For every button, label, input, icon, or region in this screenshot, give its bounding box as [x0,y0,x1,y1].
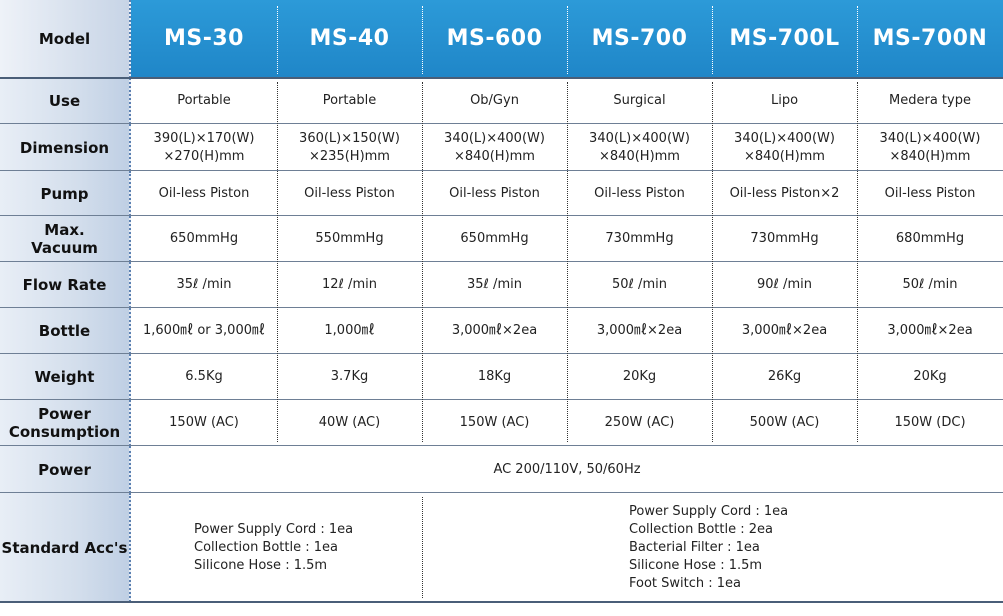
column-divider [422,82,423,442]
row-divider [0,492,1003,493]
column-divider [857,6,858,74]
row-divider [0,170,1003,171]
cell-bottle: 3,000㎖×2ea [887,323,973,338]
cell-bottle: 3,000㎖×2ea [596,323,683,338]
row-divider [0,601,1003,603]
model-header-ms-40: MS-40 [309,26,390,51]
cell-use: Ob/Gyn [470,93,519,108]
accessory-item: Bacterial Filter : 1ea [629,539,760,555]
row-label-bottle: Bottle [0,308,131,354]
cell-weight: 3.7Kg [330,369,369,384]
accessory-item: Foot Switch : 1ea [629,575,742,591]
row-divider [0,399,1003,400]
cell-max-vacuum: 650mmHg [169,231,239,246]
cell-pump: Oil-less Piston [158,185,250,201]
row-label-power-consumption: Power Consumption [0,400,131,446]
column-divider [857,82,858,442]
cell-max-vacuum: 730mmHg [605,231,674,246]
cell-dimension: 340(L)×400(W) ×840(H)mm [734,130,835,164]
accessory-item: Silicone Hose : 1.5m [629,557,763,573]
cell-bottle: 1,000㎖ [324,323,375,338]
cell-flow-rate: 12ℓ /min [322,277,377,292]
cell-pump: Oil-less Piston [884,185,976,201]
cell-pump: Oil-less Piston [594,185,685,201]
cell-max-vacuum: 680mmHg [895,231,965,246]
accessory-item: Power Supply Cord : 1ea [194,521,354,537]
cell-use: Lipo [770,93,799,108]
row-label-standard-accs: Standard Acc's [0,493,131,602]
cell-weight: 6.5Kg [185,369,223,384]
accessory-item: Collection Bottle : 2ea [629,521,773,537]
cell-max-vacuum: 730mmHg [750,231,819,246]
cell-weight: 18Kg [477,369,512,384]
model-header-ms-600: MS-600 [446,26,543,51]
row-label-weight: Weight [0,354,131,400]
cell-dimension: 360(L)×150(W) ×235(H)mm [299,130,400,164]
cell-power: AC 200/110V, 50/60Hz [493,461,641,477]
row-divider [0,77,1003,79]
cell-flow-rate: 50ℓ /min [902,277,958,292]
accessories-stationary: Power Supply Cord : 1ea Collection Bottle… [422,493,1003,602]
cell-power-consumption: 40W (AC) [318,415,381,430]
cell-power-consumption: 150W (DC) [894,415,966,430]
cell-power-consumption: 250W (AC) [604,415,675,430]
accessory-item: Silicone Hose : 1.5m [194,557,328,573]
cell-bottle: 3,000㎖×2ea [741,323,828,338]
row-label-flow-rate: Flow Rate [0,262,131,308]
cell-flow-rate: 50ℓ /min [612,277,667,292]
cell-flow-rate: 35ℓ /min [467,277,522,292]
cell-power-consumption: 150W (AC) [169,415,239,430]
row-divider [0,307,1003,308]
row-divider [0,123,1003,124]
row-label-power: Power [0,446,131,493]
column-divider [712,6,713,74]
cell-power-consumption: 150W (AC) [459,415,530,430]
cell-weight: 26Kg [767,369,802,384]
column-divider [567,6,568,74]
cell-dimension: 340(L)×400(W) ×840(H)mm [879,130,981,164]
column-divider [277,6,278,74]
column-divider [422,6,423,74]
row-label-use: Use [0,78,131,124]
cell-use: Portable [177,93,231,108]
cell-use: Portable [322,93,377,108]
model-header-label: Model [0,0,131,78]
cell-weight: 20Kg [913,369,947,384]
row-divider [0,445,1003,446]
model-header-ms-700: MS-700 [591,26,688,51]
row-label-dimension: Dimension [0,124,131,171]
cell-bottle: 1,600㎖ or 3,000㎖ [143,323,265,338]
row-divider [0,261,1003,262]
cell-use: Surgical [613,93,666,108]
cell-power-consumption: 500W (AC) [749,415,820,430]
cell-bottle: 3,000㎖×2ea [451,323,538,338]
row-divider [0,215,1003,216]
accessory-item: Power Supply Cord : 1ea [629,503,789,519]
cell-dimension: 390(L)×170(W) ×270(H)mm [153,130,255,164]
cell-dimension: 340(L)×400(W) ×840(H)mm [444,130,545,164]
cell-flow-rate: 90ℓ /min [757,277,812,292]
cell-dimension: 340(L)×400(W) ×840(H)mm [589,130,690,164]
cell-use: Medera type [889,93,971,108]
column-divider [422,497,423,598]
accessory-item: Collection Bottle : 1ea [194,539,338,555]
cell-weight: 20Kg [622,369,657,384]
column-divider [712,82,713,442]
accessories-portable: Power Supply Cord : 1ea Collection Bottle… [131,493,422,602]
row-label-pump: Pump [0,171,131,216]
row-divider [0,353,1003,354]
cell-flow-rate: 35ℓ /min [176,277,232,292]
model-header-ms-30: MS-30 [164,26,244,51]
cell-pump: Oil-less Piston×2 [729,185,840,201]
model-header-ms-700n: MS-700N [872,26,988,51]
row-label-max-vacuum: Max. Vacuum [0,216,131,262]
column-divider [277,82,278,442]
cell-max-vacuum: 550mmHg [315,231,384,246]
model-header-ms-700l: MS-700L [729,26,840,51]
cell-pump: Oil-less Piston [449,185,540,201]
cell-max-vacuum: 650mmHg [460,231,529,246]
cell-pump: Oil-less Piston [304,185,395,201]
column-divider [567,82,568,442]
